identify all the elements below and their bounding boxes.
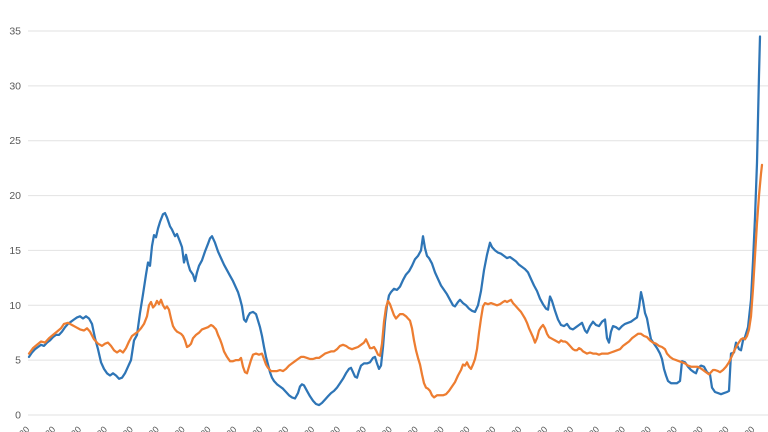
y-axis-tick-label: 15 (9, 245, 21, 257)
x-axis-tick-label: 20 (587, 424, 601, 432)
x-axis-tick-label: 20 (199, 424, 213, 432)
x-axis-tick-label: 20 (665, 424, 679, 432)
x-axis-tick-label: 20 (691, 424, 705, 432)
x-axis-tick-label: 20 (147, 424, 161, 432)
x-axis-tick-label: 20 (121, 424, 135, 432)
y-axis-tick-label: 0 (15, 410, 21, 422)
x-axis-tick-label: 20 (173, 424, 187, 432)
series-line-blue (27, 35, 762, 407)
x-axis-tick-label: 20 (328, 424, 342, 432)
x-axis-tick-label: 20 (43, 424, 57, 432)
x-axis-tick-label: 20 (458, 424, 472, 432)
x-axis-tick-label: 20 (639, 424, 653, 432)
series-line-orange (27, 163, 764, 399)
x-axis-tick-label: 20 (380, 424, 394, 432)
x-axis-tick-label: 20 (17, 424, 31, 432)
y-axis-tick-label: 10 (9, 300, 21, 312)
x-axis-tick-label: 20 (69, 424, 83, 432)
x-axis-tick-label: 20 (224, 424, 238, 432)
x-axis-tick-label: 20 (406, 424, 420, 432)
y-axis-tick-label: 5 (15, 355, 21, 367)
y-axis-tick-label: 20 (9, 190, 21, 202)
x-axis-tick-label: 20 (95, 424, 109, 432)
x-axis-tick-label: 20 (742, 424, 756, 432)
x-axis-tick-label: 20 (483, 424, 497, 432)
y-axis-tick-label: 35 (9, 26, 21, 38)
x-axis-tick-label: 20 (535, 424, 549, 432)
x-axis-tick-label: 20 (432, 424, 446, 432)
x-axis-tick-label: 20 (276, 424, 290, 432)
x-axis-tick-label: 20 (561, 424, 575, 432)
x-axis-tick-label: 20 (302, 424, 316, 432)
x-axis-tick-label: 20 (613, 424, 627, 432)
x-axis-tick-label: 20 (717, 424, 731, 432)
x-axis-tick-label: 20 (250, 424, 264, 432)
x-axis-tick-label: 20 (509, 424, 523, 432)
x-axis-tick-label: 20 (354, 424, 368, 432)
y-axis-tick-label: 30 (9, 80, 21, 92)
y-axis-tick-label: 25 (9, 135, 21, 147)
